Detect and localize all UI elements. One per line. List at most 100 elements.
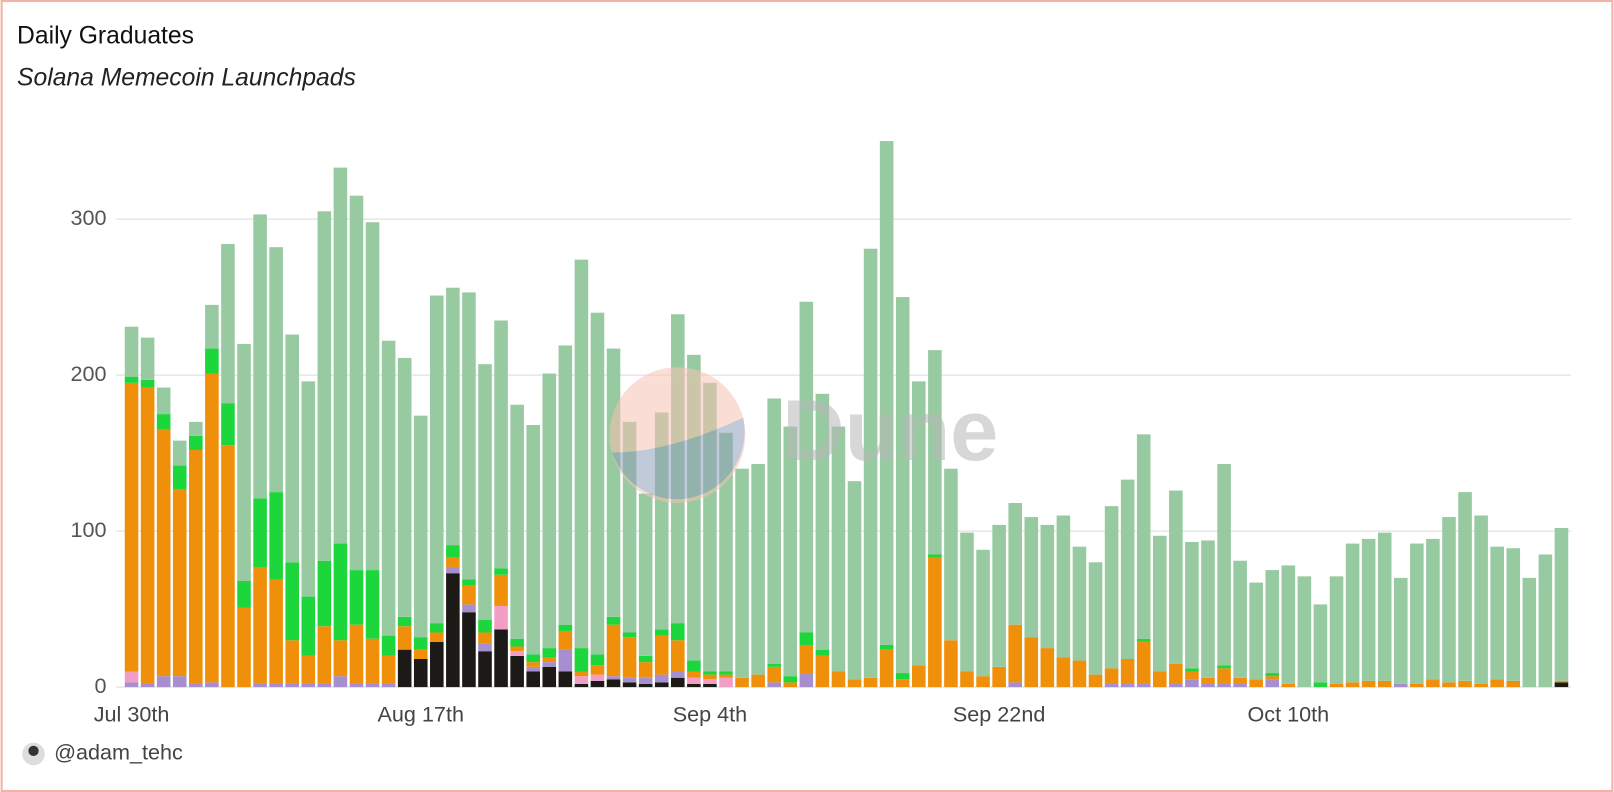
bar-segment [1329,683,1344,688]
bar-segment [253,683,267,688]
bar-segment [558,649,573,672]
bar-segment [285,640,299,684]
bar-segment [542,373,557,649]
bar-segment [622,637,637,678]
bar-segment [333,167,348,544]
bar-segment [1554,682,1569,688]
bar-segment [1345,543,1360,683]
bar-segment [879,141,894,645]
bar-segment [317,560,332,627]
bar-segment [381,635,396,656]
bar-segment [574,683,589,688]
bar-segment [140,683,155,688]
bar-segment [462,612,476,688]
bar-segment [1522,577,1537,688]
bar-segment [526,662,540,667]
bar-segment [221,244,235,404]
bar-segment [333,676,348,688]
bar-segment [1008,624,1022,683]
bar-segment [735,468,749,678]
bar-segment [1313,604,1328,683]
bar-segment [1088,674,1103,688]
bar-segment [928,557,942,688]
bar-segment [912,665,926,688]
bar-segment [526,671,540,688]
bar-segment [895,673,910,680]
bar-segment [783,682,798,688]
bar-segment [1136,683,1151,688]
bar-segment [799,632,814,645]
author: @adam_tehc [54,740,183,765]
bar-segment [638,655,653,663]
bar-segment [221,403,235,446]
bar-segment [478,364,492,621]
bar-segment [1217,683,1231,688]
bar-segment [960,671,974,688]
bar-segment [1088,562,1103,675]
bar-segment [1217,464,1231,666]
y-tick-label: 100 [71,517,107,542]
bar-segment [654,635,669,675]
bar-segment [1377,532,1392,681]
bar-segment [1024,637,1039,688]
bar-segment [413,415,428,638]
bar-segment [751,674,765,688]
bar-segment [542,666,557,688]
bar-segment [301,596,316,656]
bar-segment [606,624,621,677]
bar-segment [1056,515,1071,658]
x-tick-label: Aug 17th [378,702,464,727]
bar-segment [622,682,637,688]
bar-segment [140,379,155,388]
bar-segment [542,657,557,663]
bar-segment [815,393,830,650]
bar-segment [349,624,364,684]
bar-segment [285,562,299,641]
y-tick-label: 200 [71,361,107,386]
x-tick-label: Sep 4th [673,702,747,727]
bar-segment [1040,524,1055,649]
bar-segment [510,651,524,656]
bar-segment [1281,683,1296,688]
bar-segment [494,574,508,606]
bar-segment [1393,577,1408,684]
bar-segment [1474,683,1488,688]
bar-segment [703,671,717,675]
bar-segment [1490,546,1504,680]
bar-segment [269,683,283,688]
bar-segment [1442,517,1456,683]
x-tick-label: Oct 10th [1248,702,1330,727]
bar-segment [156,414,171,430]
bar-segment [606,348,621,617]
bar-segment [1185,542,1199,669]
bar-segment [671,677,685,688]
bar-segment [478,643,492,652]
bar-segment [944,468,958,641]
bar-segment [703,674,717,680]
bar-segment [333,543,348,641]
bar-segment [462,604,476,613]
bar-segment [221,445,235,688]
bar-segment [735,677,749,688]
bar-segment [172,465,187,489]
bar-segment [156,429,171,677]
bar-segment [446,287,460,546]
bar-segment [960,532,974,672]
bar-segment [397,616,412,627]
bar-segment [172,488,187,677]
bar-segment [189,449,203,684]
bar-segment [365,570,380,639]
bar-segment [156,387,171,415]
author-avatar-part [28,745,39,756]
bar-segment [590,312,605,655]
bar-segment [1008,503,1022,625]
bar-segment [124,376,139,383]
bar-segment [510,404,524,639]
bar-segment [189,683,203,688]
bar-segment [365,222,380,571]
bar-segment [879,644,894,650]
x-tick-label: Jul 30th [94,702,170,727]
bar-segment [526,654,540,663]
bar-segment [1201,540,1215,678]
